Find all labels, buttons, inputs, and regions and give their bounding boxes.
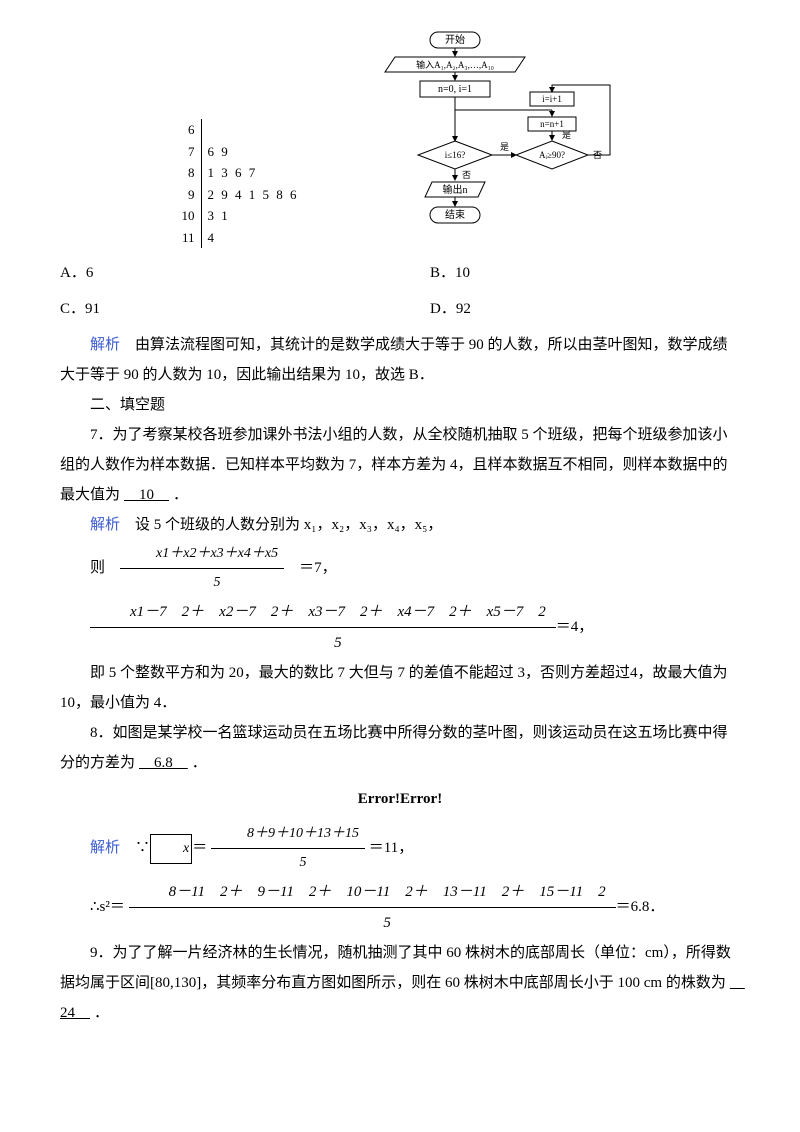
stem-11: 11 bbox=[181, 227, 202, 249]
stem-8: 8 bbox=[181, 162, 202, 184]
svg-text:开始: 开始 bbox=[445, 33, 465, 46]
solution-8: 解析 ∵x＝ 8＋9＋10＋13＋155 ＝11， bbox=[60, 820, 740, 877]
answer-options-2: C．91 D．92 bbox=[60, 294, 740, 324]
leaf-6 bbox=[201, 119, 300, 141]
stem-6: 6 bbox=[181, 119, 202, 141]
leaf-7: 6 9 bbox=[201, 141, 300, 163]
eq7-2: ＝4， bbox=[556, 619, 594, 635]
frac1-den: 5 bbox=[120, 569, 284, 597]
sol7a-text: 设 5 个班级的人数分别为 x₁，x₂，x₃，x₄，x₅， bbox=[120, 517, 442, 533]
stemleaf-plot: 6 76 9 81 3 6 7 92 9 4 1 5 8 6 103 1 114 bbox=[181, 119, 300, 248]
q8-answer: 6.8 bbox=[135, 755, 192, 771]
svg-text:i=i+1: i=i+1 bbox=[542, 94, 562, 104]
eq8-line2: ∴s²＝ 8－11 2＋ 9－11 2＋ 10－11 2＋ 13－11 2＋ 1… bbox=[60, 877, 740, 938]
q9-text: 9．为了了解一片经济林的生长情况，随机抽测了其中 60 株树木的底部周长（单位：… bbox=[60, 945, 731, 991]
option-b: B．10 bbox=[430, 258, 740, 288]
option-d: D．92 bbox=[430, 294, 740, 324]
stem-9: 9 bbox=[181, 184, 202, 206]
frac1-num: x1＋x2＋x3＋x4＋x5 bbox=[120, 540, 284, 569]
error-text: Error!Error! bbox=[60, 784, 740, 814]
stem-7: 7 bbox=[181, 141, 202, 163]
q7-answer: 10 bbox=[120, 487, 173, 503]
svg-text:输出n: 输出n bbox=[442, 183, 467, 196]
question-8: 8．如图是某学校一名篮球运动员在五场比赛中所得分数的茎叶图，则该运动员在这五场比… bbox=[60, 718, 740, 778]
eq7-line2: x1－7 2＋ x2－7 2＋ x3－7 2＋ x4－7 2＋ x5－7 25＝… bbox=[60, 597, 740, 658]
section-2-title: 二、填空题 bbox=[60, 390, 740, 420]
label-solution: 解析 bbox=[90, 337, 120, 353]
svg-text:n=0, i=1: n=0, i=1 bbox=[437, 84, 471, 95]
leaf-11: 4 bbox=[201, 227, 300, 249]
leaf-8: 1 3 6 7 bbox=[201, 162, 300, 184]
solution-7: 解析 设 5 个班级的人数分别为 x₁，x₂，x₃，x₄，x₅， bbox=[60, 510, 740, 540]
svg-text:是: 是 bbox=[562, 130, 571, 140]
leaf-9: 2 9 4 1 5 8 6 bbox=[201, 184, 300, 206]
svg-text:Aᵢ≥90?: Aᵢ≥90? bbox=[539, 150, 565, 160]
frac-scores-num: 8＋9＋10＋13＋15 bbox=[211, 820, 365, 849]
svg-text:否: 否 bbox=[462, 170, 471, 180]
frac2-num: x1－7 2＋ x2－7 2＋ x3－7 2＋ x4－7 2＋ x5－7 2 bbox=[90, 597, 556, 628]
solution-6: 解析 由算法流程图可知，其统计的是数学成绩大于等于 90 的人数，所以由茎叶图知… bbox=[60, 330, 740, 390]
eq7-1: ＝7， bbox=[299, 560, 337, 576]
eq8-1: ＝11， bbox=[369, 840, 413, 856]
question-7: 7．为了考察某校各班参加课外书法小组的人数，从全校随机抽取 5 个班级，把每个班… bbox=[60, 420, 740, 510]
question-9: 9．为了了解一片经济林的生长情况，随机抽测了其中 60 株树木的底部周长（单位：… bbox=[60, 938, 740, 1028]
flowchart: 开始 输入A₁,A₂,A₃,…,A₁₀ n=0, i=1 i=i+1 n=n+1 bbox=[340, 30, 620, 248]
s2-prefix: ∴s²＝ bbox=[90, 899, 125, 915]
sol8-prefix: ∵ bbox=[120, 840, 150, 856]
svg-text:输入A₁,A₂,A₃,…,A₁₀: 输入A₁,A₂,A₃,…,A₁₀ bbox=[416, 59, 494, 70]
leaf-10: 3 1 bbox=[201, 205, 300, 227]
stem-10: 10 bbox=[181, 205, 202, 227]
svg-text:i≤16?: i≤16? bbox=[444, 150, 464, 160]
answer-options: A．6 B．10 bbox=[60, 258, 740, 288]
solution-6-text: 由算法流程图可知，其统计的是数学成绩大于等于 90 的人数，所以由茎叶图知，数学… bbox=[60, 337, 728, 383]
x-bar: x bbox=[150, 834, 192, 864]
eq7-line1: 则 x1＋x2＋x3＋x4＋x55 ＝7， bbox=[60, 540, 740, 597]
svg-text:n=n+1: n=n+1 bbox=[540, 119, 564, 129]
label-solution-8: 解析 bbox=[90, 840, 120, 856]
frac-var-num: 8－11 2＋ 9－11 2＋ 10－11 2＋ 13－11 2＋ 15－11 … bbox=[129, 877, 616, 908]
svg-text:是: 是 bbox=[500, 142, 509, 152]
frac2-den: 5 bbox=[90, 628, 556, 658]
svg-text:结束: 结束 bbox=[445, 208, 465, 221]
frac-var-den: 5 bbox=[129, 908, 616, 938]
option-c: C．91 bbox=[60, 294, 370, 324]
eq8-2: ＝6.8． bbox=[616, 899, 665, 915]
sol7b-text: 即 5 个整数平方和为 20，最大的数比 7 大但与 7 的差值不能超过 3，否… bbox=[60, 658, 740, 718]
option-a: A．6 bbox=[60, 258, 370, 288]
frac-scores-den: 5 bbox=[211, 849, 365, 877]
label-solution-7: 解析 bbox=[90, 517, 120, 533]
